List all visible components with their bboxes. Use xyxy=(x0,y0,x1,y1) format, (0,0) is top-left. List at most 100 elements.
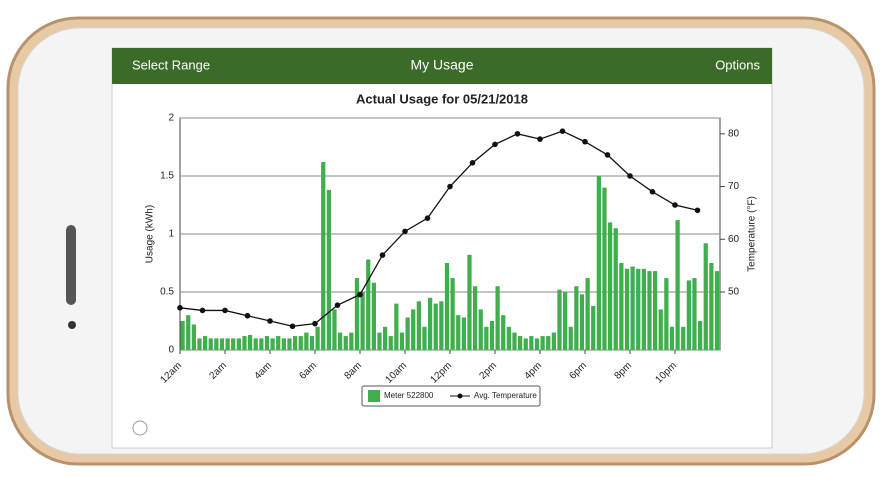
bar xyxy=(271,338,275,350)
bar xyxy=(394,304,398,350)
y-tick-label: 0 xyxy=(168,345,174,356)
temperature-point xyxy=(290,323,296,329)
temperature-point xyxy=(312,321,318,327)
bar xyxy=(473,286,477,350)
temperature-point xyxy=(537,136,543,142)
bar xyxy=(226,338,230,350)
legend-swatch xyxy=(368,390,380,402)
bar xyxy=(186,315,190,350)
temperature-point xyxy=(695,207,701,213)
bar xyxy=(276,336,280,350)
bar xyxy=(254,338,258,350)
temperature-point xyxy=(357,292,363,298)
bar xyxy=(608,222,612,350)
temperature-point xyxy=(267,318,273,324)
bar xyxy=(377,333,381,350)
bar xyxy=(574,286,578,350)
bar xyxy=(231,338,235,350)
bar xyxy=(456,315,460,350)
temperature-point xyxy=(492,142,498,148)
temperature-point xyxy=(672,202,678,208)
bar xyxy=(625,269,629,350)
temperature-point xyxy=(515,131,521,137)
bar xyxy=(631,266,635,350)
bar xyxy=(698,321,702,350)
bar xyxy=(490,321,494,350)
temperature-point xyxy=(177,305,183,311)
bar xyxy=(361,292,365,350)
y2-axis-label: Temperature (°F) xyxy=(747,196,758,272)
bar xyxy=(327,190,331,350)
temperature-point xyxy=(605,152,611,158)
y-tick-label: 1.5 xyxy=(160,171,174,182)
bar xyxy=(676,220,680,350)
bar xyxy=(192,324,196,350)
temperature-point xyxy=(627,173,633,179)
bar xyxy=(237,338,241,350)
bar xyxy=(557,290,561,350)
bar xyxy=(220,338,224,350)
bar xyxy=(507,327,511,350)
bar xyxy=(664,278,668,350)
bar xyxy=(366,260,370,350)
bar xyxy=(659,309,663,350)
bar xyxy=(552,333,556,350)
y2-tick-label: 80 xyxy=(728,128,740,139)
temperature-point xyxy=(582,139,588,145)
bar xyxy=(586,278,590,350)
bar xyxy=(321,162,325,350)
temperature-point xyxy=(222,308,228,314)
temperature-point xyxy=(200,308,206,314)
bar xyxy=(535,338,539,350)
temperature-point xyxy=(402,229,408,235)
bar xyxy=(428,298,432,350)
temperature-point xyxy=(650,189,656,195)
bar xyxy=(619,263,623,350)
options-button[interactable]: Options xyxy=(715,57,760,72)
bar xyxy=(344,336,348,350)
bar xyxy=(715,271,719,350)
bar xyxy=(692,278,696,350)
bar xyxy=(670,327,674,350)
bar xyxy=(282,338,286,350)
y-tick-label: 2 xyxy=(168,113,174,124)
bar xyxy=(496,286,500,350)
bar xyxy=(653,271,657,350)
bar xyxy=(355,278,359,350)
temperature-point xyxy=(470,160,476,166)
bar xyxy=(563,292,567,350)
bar xyxy=(349,333,353,350)
bar xyxy=(681,327,685,350)
bar xyxy=(512,333,516,350)
bar xyxy=(209,338,213,350)
bar xyxy=(203,336,207,350)
bar xyxy=(529,336,533,350)
bar xyxy=(580,294,584,350)
bar xyxy=(287,338,291,350)
bar xyxy=(406,318,410,350)
bar xyxy=(411,309,415,350)
bar xyxy=(597,176,601,350)
legend-label: Meter 522800 xyxy=(384,391,434,400)
bar xyxy=(439,301,443,350)
bar xyxy=(704,243,708,350)
bar xyxy=(591,306,595,350)
bar xyxy=(293,336,297,350)
bar xyxy=(332,309,336,350)
temperature-point xyxy=(560,128,566,134)
chart-title: Actual Usage for 05/21/2018 xyxy=(356,91,528,106)
bar xyxy=(389,336,393,350)
bar xyxy=(709,263,713,350)
temperature-point xyxy=(447,184,453,190)
bar xyxy=(197,338,201,350)
bar xyxy=(541,336,545,350)
bar xyxy=(614,228,618,350)
bar xyxy=(484,327,488,350)
bar xyxy=(338,333,342,350)
bar xyxy=(417,301,421,350)
back-button[interactable]: Select Range xyxy=(132,57,210,72)
bar xyxy=(546,336,550,350)
bar xyxy=(445,263,449,350)
bar xyxy=(642,269,646,350)
page: Select Range My Usage Options Actual Usa… xyxy=(0,0,884,477)
